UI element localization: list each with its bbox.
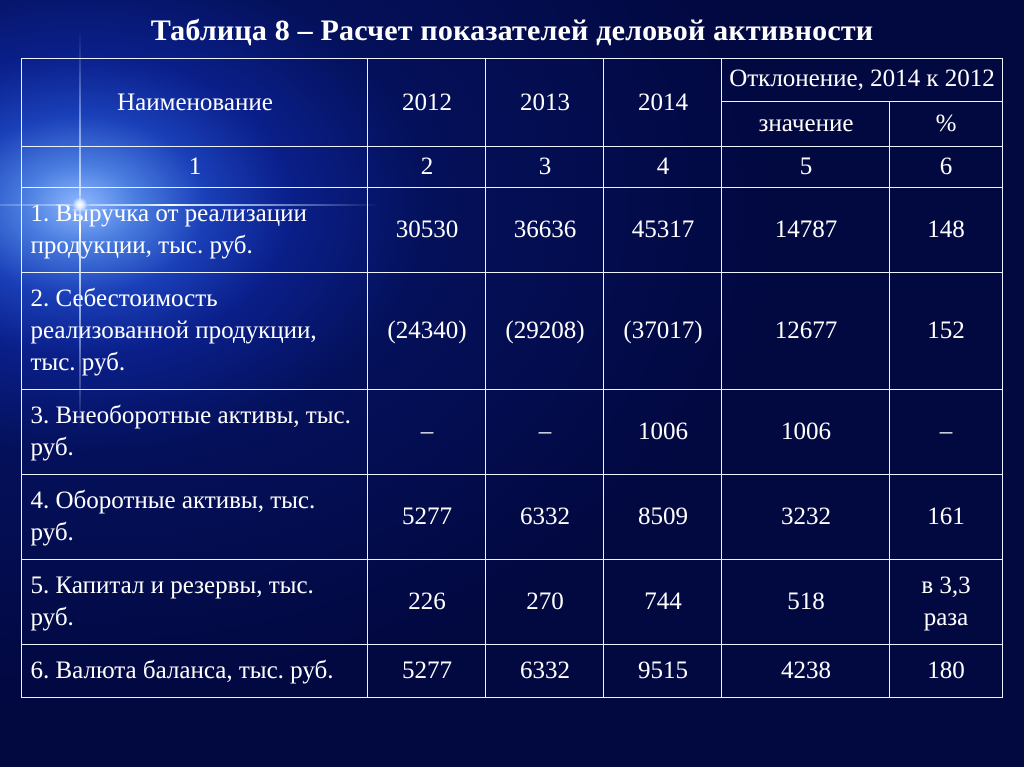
- table-row: 5. Капитал и резервы, тыс. руб. 226 270 …: [22, 560, 1002, 645]
- cell-pct: –: [890, 390, 1002, 475]
- colnum-4: 4: [604, 147, 722, 188]
- col-header-deviation-group: Отклонение, 2014 к 2012: [722, 59, 1002, 102]
- col-header-2012: 2012: [368, 59, 486, 147]
- data-table: Наименование 2012 2013 2014 Отклонение, …: [21, 58, 1002, 698]
- cell-name: 6. Валюта баланса, тыс. руб.: [22, 645, 368, 698]
- colnum-5: 5: [722, 147, 890, 188]
- colnum-3: 3: [486, 147, 604, 188]
- col-header-2013: 2013: [486, 59, 604, 147]
- col-header-deviation-percent: %: [890, 102, 1002, 147]
- cell-name: 5. Капитал и резервы, тыс. руб.: [22, 560, 368, 645]
- cell-2012: –: [368, 390, 486, 475]
- cell-2013: 36636: [486, 188, 604, 273]
- colnum-1: 1: [22, 147, 368, 188]
- cell-pct: 148: [890, 188, 1002, 273]
- cell-2012: 30530: [368, 188, 486, 273]
- cell-pct: в 3,3 раза: [890, 560, 1002, 645]
- cell-2013: 270: [486, 560, 604, 645]
- cell-dev: 1006: [722, 390, 890, 475]
- cell-2013: 6332: [486, 475, 604, 560]
- cell-2014: 744: [604, 560, 722, 645]
- cell-2014: 1006: [604, 390, 722, 475]
- table-row: 6. Валюта баланса, тыс. руб. 5277 6332 9…: [22, 645, 1002, 698]
- colnum-6: 6: [890, 147, 1002, 188]
- cell-2013: –: [486, 390, 604, 475]
- cell-pct: 152: [890, 273, 1002, 390]
- cell-name: 3. Внеоборотные активы, тыс. руб.: [22, 390, 368, 475]
- cell-dev: 4238: [722, 645, 890, 698]
- table-column-number-row: 1 2 3 4 5 6: [22, 147, 1002, 188]
- col-header-name: Наименование: [22, 59, 368, 147]
- table-row: 1. Выручка от реализации продукции, тыс.…: [22, 188, 1002, 273]
- cell-dev: 14787: [722, 188, 890, 273]
- cell-dev: 3232: [722, 475, 890, 560]
- cell-pct: 180: [890, 645, 1002, 698]
- cell-2013: 6332: [486, 645, 604, 698]
- cell-name: 2. Себестоимость реализованной продукции…: [22, 273, 368, 390]
- table-body: 1. Выручка от реализации продукции, тыс.…: [22, 188, 1002, 698]
- table-row: 3. Внеоборотные активы, тыс. руб. – – 10…: [22, 390, 1002, 475]
- colnum-2: 2: [368, 147, 486, 188]
- cell-2012: 5277: [368, 645, 486, 698]
- cell-name: 4. Оборотные активы, тыс. руб.: [22, 475, 368, 560]
- table-row: 2. Себестоимость реализованной продукции…: [22, 273, 1002, 390]
- cell-2014: 9515: [604, 645, 722, 698]
- cell-2014: (37017): [604, 273, 722, 390]
- table-header-row-1: Наименование 2012 2013 2014 Отклонение, …: [22, 59, 1002, 102]
- col-header-2014: 2014: [604, 59, 722, 147]
- cell-name: 1. Выручка от реализации продукции, тыс.…: [22, 188, 368, 273]
- cell-2012: 5277: [368, 475, 486, 560]
- cell-2014: 8509: [604, 475, 722, 560]
- cell-dev: 518: [722, 560, 890, 645]
- cell-2012: 226: [368, 560, 486, 645]
- cell-2014: 45317: [604, 188, 722, 273]
- cell-pct: 161: [890, 475, 1002, 560]
- cell-dev: 12677: [722, 273, 890, 390]
- page-title: Таблица 8 – Расчет показателей деловой а…: [0, 0, 1024, 58]
- col-header-deviation-value: значение: [722, 102, 890, 147]
- cell-2013: (29208): [486, 273, 604, 390]
- cell-2012: (24340): [368, 273, 486, 390]
- table-row: 4. Оборотные активы, тыс. руб. 5277 6332…: [22, 475, 1002, 560]
